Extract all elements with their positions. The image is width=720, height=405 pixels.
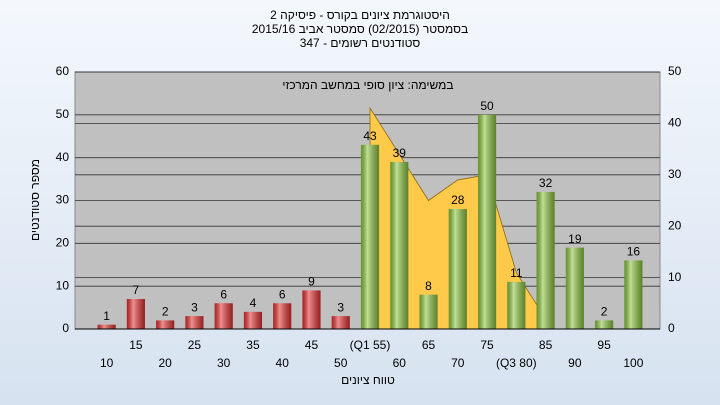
chart-subtitle: סטודנטים רשומים - 347 [300,36,421,50]
value-label: 6 [220,287,227,301]
y2-tick-label: 40 [668,116,682,130]
x-tick-label: 45 [305,338,319,352]
x-tick-label: 65 [422,338,436,352]
value-label: 11 [510,266,523,280]
bar-shade [565,247,584,329]
value-label: 39 [393,146,407,160]
x-tick-label: 60 [393,356,407,370]
bar-shade [97,324,116,329]
x-tick-label: 100 [623,356,643,370]
bar-shade [185,316,204,329]
x-tick-label: 90 [568,356,582,370]
x-axis-label: טווח ציונים [341,373,395,387]
value-label: 2 [162,305,169,319]
value-label: 50 [480,99,494,113]
x-tick-label: (Q1 55) [350,338,391,352]
value-label: 32 [539,176,553,190]
x-tick-label: 15 [129,338,143,352]
value-label: 4 [250,296,257,310]
x-tick-label: 25 [188,338,202,352]
x-tick-label: 30 [217,356,231,370]
x-tick-label: 40 [276,356,290,370]
x-tick-label: 10 [100,356,114,370]
bar-shade [273,303,292,329]
y2-tick-label: 20 [668,218,682,232]
y-tick-label: 30 [56,193,70,207]
value-label: 3 [337,300,344,314]
y-tick-label: 10 [56,278,70,292]
bar-shade [419,294,438,329]
bar-shade [536,191,555,329]
x-tick-label: 70 [451,356,465,370]
value-label: 19 [568,232,582,246]
chart-subtitle: בסמסטר (02/2015) סמסטר אביב 2015/16 [252,22,468,36]
bar-shade [477,114,497,329]
value-label: 2 [601,305,608,319]
y-tick-label: 50 [56,107,70,121]
y-tick-label: 20 [56,236,70,250]
y2-tick-label: 30 [668,167,682,181]
value-label: 8 [425,279,432,293]
value-label: 6 [279,287,286,301]
bar-shade [624,260,643,329]
bar-shade [156,320,175,329]
value-label: 9 [308,275,315,289]
bar-shade [595,320,614,329]
bar-shade [126,299,145,329]
x-tick-label: 85 [539,338,553,352]
bar-shade [243,311,263,329]
bar-shade [448,209,467,329]
x-tick-label: 50 [334,356,348,370]
value-label: 7 [133,283,140,297]
y-axis-label: מספר סטודנטים [28,159,42,241]
bar-shade [331,316,350,329]
y-tick-label: 60 [56,64,70,78]
bar-shade [507,281,526,329]
bar-shade [302,290,321,329]
annotation: במשימה: ציון סופי במחשב המרכזי [282,78,453,92]
bar-shade [390,161,409,329]
x-tick-label: 95 [597,338,611,352]
bar-shade [360,144,380,329]
chart-title: היסטוגרמת ציונים בקורס - פיסיקה 2 [270,8,450,22]
x-tick-label: 35 [246,338,260,352]
x-tick-label: 75 [480,338,494,352]
bar-shade [214,303,233,329]
y2-tick-label: 10 [668,270,682,284]
value-label: 1 [103,309,110,323]
x-tick-label: 20 [158,356,172,370]
value-label: 28 [451,193,465,207]
x-tick-label: (Q3 80) [496,356,537,370]
y-tick-label: 0 [62,321,69,335]
y2-tick-label: 0 [668,321,675,335]
value-label: 43 [363,129,377,143]
y2-tick-label: 50 [668,64,682,78]
y-tick-label: 40 [56,150,70,164]
value-label: 16 [627,245,641,259]
value-label: 3 [191,300,198,314]
